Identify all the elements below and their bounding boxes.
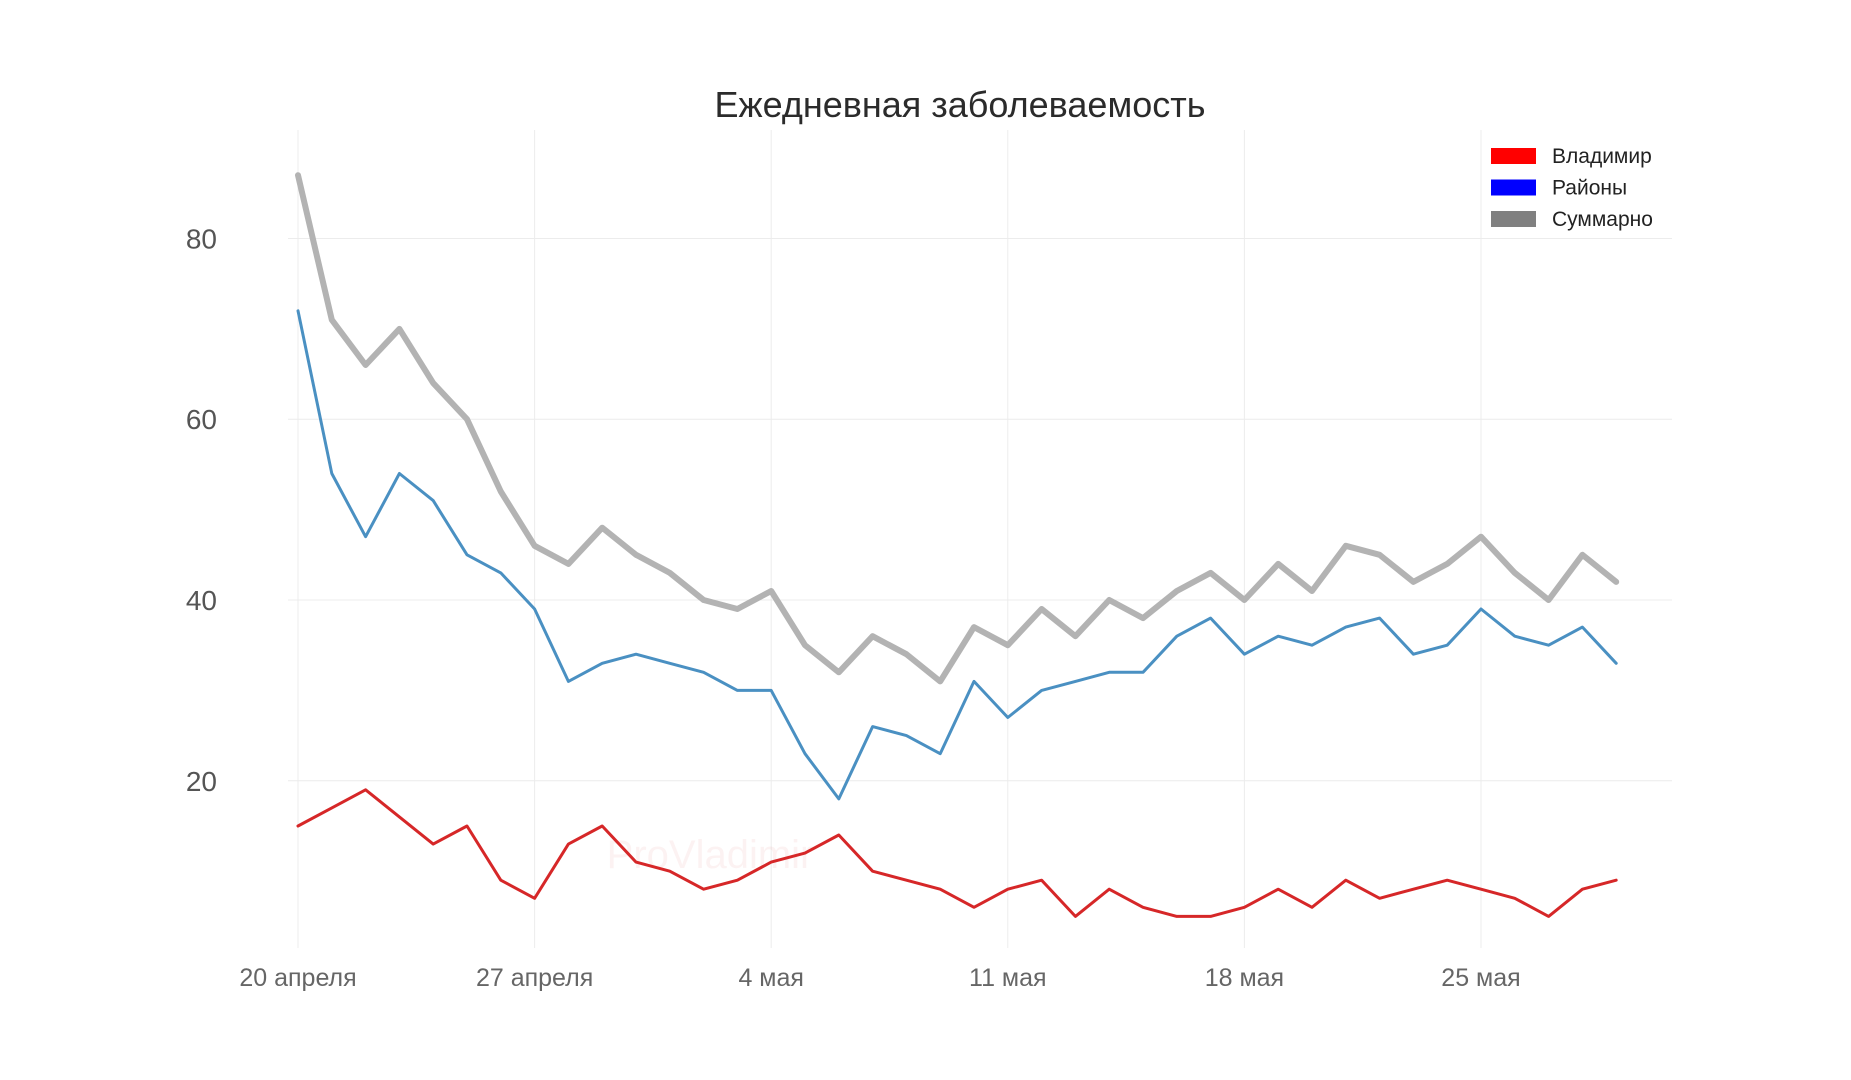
x-tick-label: 4 мая bbox=[738, 964, 803, 992]
series-lines bbox=[295, 172, 1620, 918]
y-tick-label: 20 bbox=[186, 766, 217, 797]
chart-title: Ежедневная заболеваемость bbox=[715, 84, 1206, 125]
x-tick-label: 11 мая bbox=[969, 964, 1047, 992]
series-line-3 bbox=[295, 172, 1620, 685]
legend-label: Владимир bbox=[1552, 145, 1652, 168]
x-tick-label: 18 мая bbox=[1205, 964, 1284, 992]
legend-label: Районы bbox=[1552, 177, 1627, 200]
y-tick-label: 80 bbox=[186, 223, 217, 254]
legend-swatch bbox=[1491, 211, 1536, 227]
legend-item[interactable]: Районы bbox=[1491, 177, 1627, 200]
x-axis-ticks: 20 апреля 27 апреля 4 мая 11 мая 18 мая 25 ма… bbox=[239, 964, 1520, 992]
x-tick-label: 25 мая bbox=[1441, 964, 1520, 992]
x-tick-label: 20 апреля bbox=[239, 964, 356, 992]
legend-item[interactable]: Суммарно bbox=[1491, 208, 1653, 231]
legend[interactable]: Владимир Районы Суммарно bbox=[1491, 145, 1653, 231]
series-line-2 bbox=[296, 309, 1618, 801]
y-axis-ticks: 20 40 60 80 bbox=[186, 223, 217, 796]
legend-swatch bbox=[1491, 148, 1536, 164]
x-tick-label: 27 апреля bbox=[476, 964, 593, 992]
watermark: ProVladimir bbox=[607, 833, 814, 877]
legend-item[interactable]: Владимир bbox=[1491, 145, 1652, 168]
series-line-1 bbox=[296, 788, 1618, 918]
grid bbox=[288, 130, 1672, 948]
legend-label: Суммарно bbox=[1552, 208, 1653, 231]
y-tick-label: 60 bbox=[186, 404, 217, 435]
legend-swatch bbox=[1491, 179, 1536, 196]
y-tick-label: 40 bbox=[186, 585, 217, 616]
